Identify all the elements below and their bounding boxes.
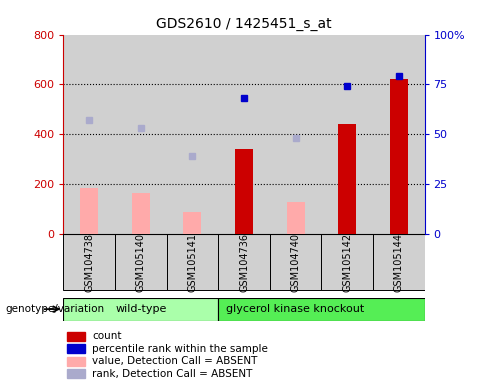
Bar bbox=[166, 35, 218, 234]
Text: GSM104736: GSM104736 bbox=[239, 233, 249, 291]
Bar bbox=[338, 124, 356, 234]
Bar bbox=[67, 332, 85, 341]
Text: rank, Detection Call = ABSENT: rank, Detection Call = ABSENT bbox=[92, 369, 253, 379]
Bar bbox=[115, 234, 166, 290]
Bar bbox=[115, 35, 166, 234]
Bar bbox=[183, 212, 202, 234]
Text: value, Detection Call = ABSENT: value, Detection Call = ABSENT bbox=[92, 356, 258, 366]
Title: GDS2610 / 1425451_s_at: GDS2610 / 1425451_s_at bbox=[156, 17, 332, 31]
Bar bbox=[132, 193, 150, 234]
Bar bbox=[235, 149, 253, 234]
Text: percentile rank within the sample: percentile rank within the sample bbox=[92, 344, 268, 354]
Bar bbox=[390, 79, 408, 234]
Bar bbox=[322, 234, 373, 290]
Text: GSM105140: GSM105140 bbox=[136, 233, 146, 291]
Text: wild-type: wild-type bbox=[115, 304, 166, 314]
Text: genotype/variation: genotype/variation bbox=[5, 304, 104, 314]
Text: GSM105142: GSM105142 bbox=[342, 233, 352, 292]
Bar bbox=[63, 298, 218, 321]
Bar bbox=[270, 35, 322, 234]
Text: GSM105144: GSM105144 bbox=[394, 233, 404, 291]
Bar bbox=[373, 234, 425, 290]
Text: GSM105141: GSM105141 bbox=[187, 233, 198, 291]
Bar bbox=[67, 369, 85, 378]
Text: count: count bbox=[92, 331, 122, 341]
Bar bbox=[63, 35, 115, 234]
Bar bbox=[218, 298, 425, 321]
Bar bbox=[67, 344, 85, 353]
Bar bbox=[218, 35, 270, 234]
Bar bbox=[63, 234, 115, 290]
Text: GSM104738: GSM104738 bbox=[84, 233, 94, 291]
Text: GSM104740: GSM104740 bbox=[290, 233, 301, 291]
Bar bbox=[270, 234, 322, 290]
Bar bbox=[218, 234, 270, 290]
Bar bbox=[286, 202, 305, 234]
Bar bbox=[322, 35, 373, 234]
Bar bbox=[80, 188, 98, 234]
Text: glycerol kinase knockout: glycerol kinase knockout bbox=[226, 304, 365, 314]
Bar bbox=[67, 357, 85, 366]
Bar bbox=[373, 35, 425, 234]
Bar bbox=[166, 234, 218, 290]
